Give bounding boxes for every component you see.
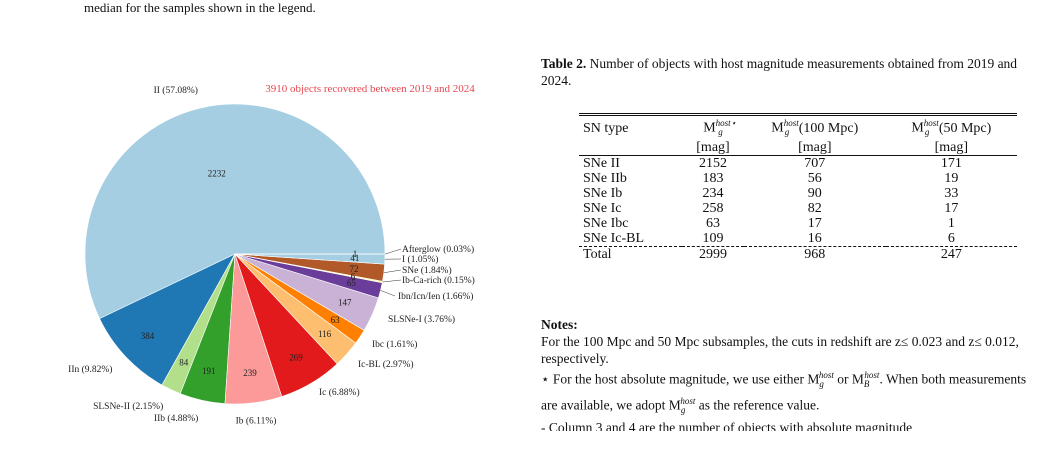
slice-category-label: Ib-Ca-rich (0.15%) (402, 275, 475, 286)
leader-line (380, 290, 396, 297)
header-mg-100mpc: Mhostg (100 Mpc) (771, 118, 859, 138)
slice-category-label: IIn (9.82%) (68, 364, 112, 375)
note-redshift-cut: For the 100 Mpc and 50 Mpc subsamples, t… (541, 334, 1019, 366)
slice-category-label: SLSNe-II (2.15%) (93, 401, 163, 412)
table-row: SNe Ibc 63 17 1 (579, 216, 1017, 231)
slice-value-label: 41 (350, 253, 359, 263)
slice-value-label: 147 (338, 297, 352, 307)
sn-type-cell: SNe II (583, 156, 620, 172)
slice-value-label: 116 (318, 329, 332, 339)
count-cell: 183 (702, 171, 724, 187)
slice-value-label: 384 (141, 331, 155, 341)
table-caption-text: Number of objects with host magnitude me… (541, 56, 1018, 88)
unit-mag: [mag] (934, 140, 969, 156)
count-cell: 19 (944, 171, 959, 187)
notes-title: Notes: (541, 317, 578, 332)
slice-value-label: 72 (350, 264, 359, 274)
total-cell: 247 (885, 246, 1017, 263)
slice-category-label: Ic (6.88%) (319, 387, 360, 398)
slice-category-label: I (1.05%) (402, 254, 438, 265)
slice-value-label: 65 (347, 278, 357, 288)
table-header-row: SN type Mhost⋆g Mhostg (100 Mpc) Mhostg … (579, 114, 1017, 141)
table-row: SNe Ic 258 82 17 (579, 201, 1017, 216)
count-cell: 6 (947, 231, 955, 247)
total-cell: 968 (743, 246, 886, 263)
pie-chart: 3910 objects recovered between 2019 and … (68, 83, 475, 427)
slice-value-label: 6 (351, 271, 356, 281)
table-total-row: Total 2999 968 247 (579, 246, 1017, 263)
slice-value-label: 2232 (208, 169, 226, 179)
table-caption-label: Table 2. (541, 56, 587, 71)
count-cell: 17 (944, 201, 959, 217)
table-row: SNe IIb 183 56 19 (579, 171, 1017, 186)
slice-category-label: Ibn/Icn/Ien (1.66%) (398, 291, 473, 302)
count-cell: 82 (807, 201, 822, 217)
slice-value-label: 269 (289, 352, 303, 362)
slice-value-label: 191 (202, 366, 216, 376)
count-cell: 258 (702, 201, 724, 217)
sn-type-cell: SNe Ic-BL (583, 231, 645, 247)
note-columns: - Column 3 and 4 are the number of objec… (541, 420, 913, 432)
header-mg-50mpc: Mhostg (50 Mpc) (911, 118, 992, 138)
note-host-magnitude: ⋆ For the host absolute magnitude, we us… (541, 370, 1027, 416)
slice-category-label: Ib (6.11%) (236, 416, 277, 427)
count-cell: 171 (940, 156, 962, 172)
sn-type-cell: SNe Ic (583, 201, 622, 217)
count-cell: 1 (947, 216, 955, 232)
sn-type-cell: SNe Ibc (583, 216, 629, 232)
slice-category-label: Afterglow (0.03%) (402, 244, 474, 255)
count-cell: 234 (702, 186, 724, 202)
count-cell: 16 (807, 231, 822, 247)
slice-category-label: SLSNe-I (3.76%) (388, 314, 455, 325)
table-units-row: [mag] [mag] [mag] (579, 140, 1017, 156)
host-magnitude-table: SN type Mhost⋆g Mhostg (100 Mpc) Mhostg … (579, 113, 1017, 263)
slice-category-label: Ibc (1.61%) (372, 339, 417, 350)
total-cell: 2999 (682, 246, 744, 263)
figure-caption-tail: median for the samples shown in the lege… (84, 0, 316, 15)
count-cell: 2152 (698, 156, 727, 172)
slice-category-label: SNe (1.84%) (402, 265, 452, 276)
count-cell: 17 (807, 216, 822, 232)
pie-slice (99, 253, 236, 386)
slice-category-label: II (57.08%) (154, 85, 198, 96)
slice-value-label: 239 (243, 368, 257, 378)
count-cell: 63 (705, 216, 720, 232)
sn-type-cell: SNe IIb (583, 171, 627, 187)
pie-slice (84, 103, 386, 319)
slice-value-label: 1 (353, 249, 358, 259)
count-cell: 56 (807, 171, 822, 187)
count-cell: 90 (807, 186, 822, 202)
count-cell: 109 (702, 231, 724, 247)
table-notes: Notes: For the 100 Mpc and 50 Mpc subsam… (541, 316, 1027, 431)
slice-category-label: IIb (4.88%) (154, 413, 198, 424)
slice-value-label: 84 (179, 358, 189, 368)
slice-value-label: 63 (331, 315, 341, 325)
table-caption: Table 2. Number of objects with host mag… (541, 55, 1027, 89)
leader-line (384, 248, 402, 255)
slice-category-label: Ic-BL (2.97%) (358, 359, 414, 370)
table-row: SNe Ic-BL 109 16 6 (579, 231, 1017, 247)
unit-mag: [mag] (798, 140, 832, 156)
count-cell: 707 (804, 156, 826, 172)
total-label: Total (579, 246, 683, 263)
table-row: SNe Ib 234 90 33 (579, 186, 1017, 201)
count-cell: 33 (944, 186, 959, 202)
header-sn-type: SN type (583, 120, 629, 136)
table-row: SNe II 2152 707 171 (579, 156, 1017, 172)
leader-line (382, 279, 402, 283)
chart-title: 3910 objects recovered between 2019 and … (265, 83, 475, 95)
leader-line (383, 269, 402, 273)
unit-mag: [mag] (696, 140, 730, 156)
sn-type-cell: SNe Ib (583, 186, 623, 202)
header-mg-host: Mhost⋆g (703, 118, 737, 138)
